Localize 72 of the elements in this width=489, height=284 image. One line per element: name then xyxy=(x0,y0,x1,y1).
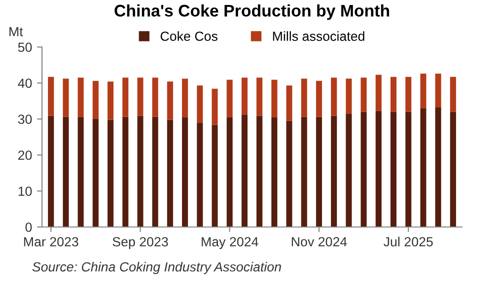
bar xyxy=(405,76,412,112)
bar xyxy=(167,120,174,227)
y-tick-label: 30 xyxy=(18,114,32,124)
bar xyxy=(242,78,248,115)
bar xyxy=(92,118,99,227)
bar xyxy=(152,78,158,117)
x-tick-label: Jul 2025 xyxy=(384,236,433,246)
bar xyxy=(376,110,382,227)
bar xyxy=(420,108,426,227)
bar xyxy=(271,118,278,227)
bar xyxy=(226,118,233,227)
bar xyxy=(301,78,308,117)
bar xyxy=(316,80,322,117)
x-tick-label: Nov 2024 xyxy=(292,237,347,246)
bar xyxy=(196,86,203,123)
bar xyxy=(212,88,218,125)
legend-label: Coke Cos xyxy=(160,31,218,41)
bar xyxy=(152,116,158,227)
bar xyxy=(122,78,128,117)
bar xyxy=(182,78,188,118)
bar xyxy=(346,114,352,227)
bar xyxy=(122,116,128,227)
bar xyxy=(360,78,367,112)
bar xyxy=(390,76,396,112)
bar xyxy=(450,112,456,227)
bar xyxy=(62,116,69,227)
chart-title: China's Coke Production by Month xyxy=(114,4,390,20)
bar xyxy=(92,80,99,119)
bar xyxy=(316,116,322,227)
bar xyxy=(256,78,262,116)
y-tick-label: 10 xyxy=(18,186,32,196)
bar xyxy=(330,78,337,116)
bar xyxy=(450,76,456,112)
bar xyxy=(137,116,144,227)
bar xyxy=(212,124,218,227)
bar xyxy=(256,116,262,227)
bar xyxy=(167,82,174,120)
bar xyxy=(346,78,352,114)
bar xyxy=(360,112,367,227)
bar xyxy=(405,112,412,227)
bar xyxy=(78,116,84,227)
bar xyxy=(286,120,292,227)
bar xyxy=(242,114,248,227)
y-tick-label: 0 xyxy=(25,222,32,232)
bar xyxy=(301,116,308,227)
bar xyxy=(62,78,69,117)
bar xyxy=(435,74,442,108)
x-tick-label: May 2024 xyxy=(202,237,258,250)
bar xyxy=(108,82,114,120)
bar xyxy=(196,122,203,227)
bar xyxy=(137,78,144,116)
bar xyxy=(286,86,292,121)
legend-label: Mills associated xyxy=(273,31,364,41)
source-note: Source: China Coking Industry Association xyxy=(32,262,281,274)
y-axis-title: Mt xyxy=(9,27,23,36)
y-tick-label: 50 xyxy=(18,42,32,52)
bar xyxy=(108,120,114,227)
bar xyxy=(226,80,233,118)
y-tick-label: 20 xyxy=(18,150,32,160)
bar xyxy=(182,118,188,227)
bar xyxy=(48,116,54,227)
bar xyxy=(271,80,278,118)
bar xyxy=(330,116,337,227)
bar xyxy=(48,76,54,116)
bar xyxy=(420,74,426,109)
bar xyxy=(390,112,396,227)
x-tick-label: Mar 2023 xyxy=(24,237,78,246)
bar xyxy=(435,107,442,227)
y-tick-label: 40 xyxy=(18,78,32,88)
bar xyxy=(78,78,84,117)
x-tick-label: Sep 2023 xyxy=(112,237,168,250)
bar xyxy=(376,74,382,111)
